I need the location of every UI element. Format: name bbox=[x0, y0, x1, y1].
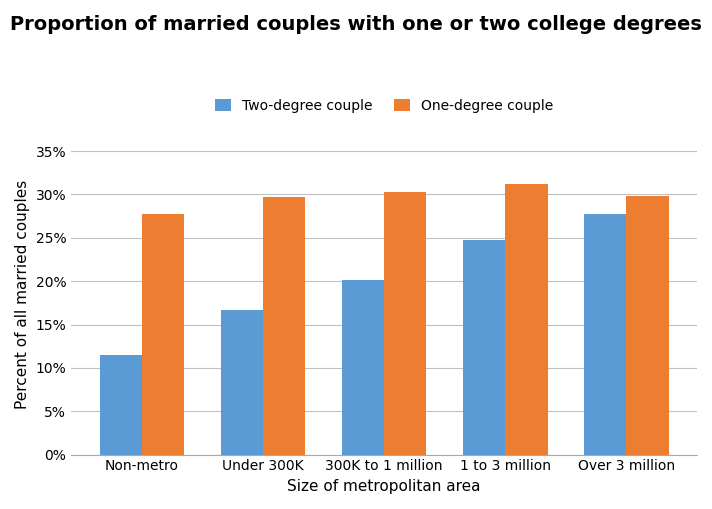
Bar bbox=[263, 197, 305, 455]
X-axis label: Size of metropolitan area: Size of metropolitan area bbox=[288, 479, 481, 494]
Bar bbox=[100, 355, 142, 455]
Y-axis label: Percent of all married couples: Percent of all married couples bbox=[15, 180, 30, 409]
Bar bbox=[584, 213, 626, 455]
Bar bbox=[463, 240, 505, 455]
Legend: Two-degree couple, One-degree couple: Two-degree couple, One-degree couple bbox=[214, 99, 554, 113]
Bar bbox=[505, 184, 548, 455]
Bar bbox=[342, 280, 384, 455]
Text: Proportion of married couples with one or two college degrees: Proportion of married couples with one o… bbox=[10, 15, 702, 34]
Bar bbox=[221, 310, 263, 455]
Bar bbox=[142, 213, 184, 455]
Bar bbox=[626, 196, 669, 455]
Bar bbox=[384, 192, 426, 455]
